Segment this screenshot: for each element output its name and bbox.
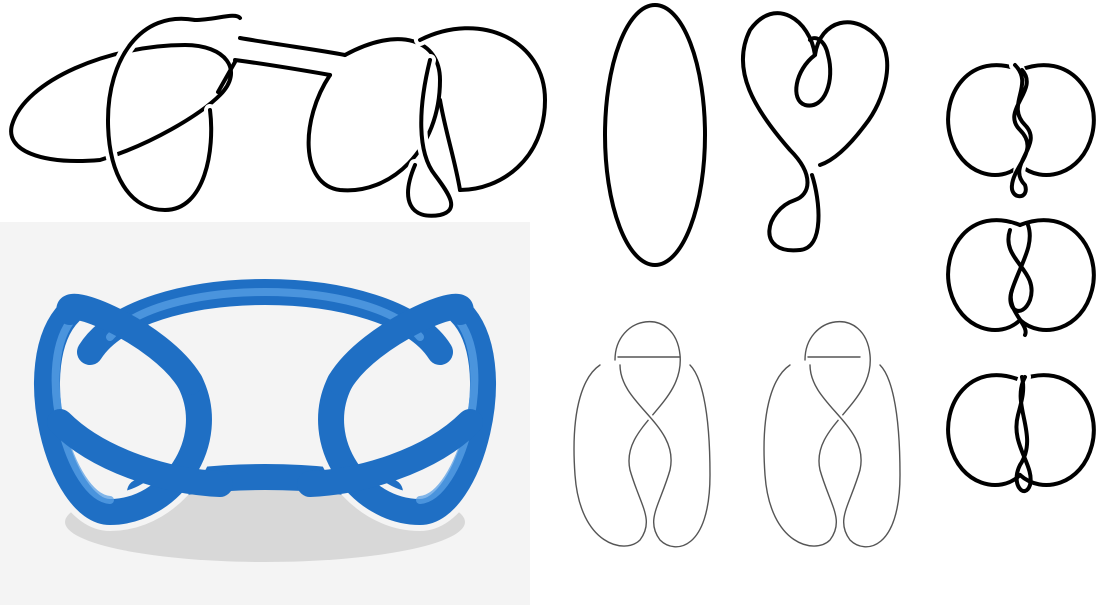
- granny-knot-svg: [9, 12, 552, 222]
- band-lower-edge: [233, 58, 332, 77]
- granny-knot-diagram: [0, 0, 560, 222]
- stack-knot-top: [946, 59, 1096, 199]
- twisted-svg: [573, 320, 901, 548]
- stack-knot-bottom: [946, 371, 1096, 494]
- left-ellipse-loop: [9, 43, 233, 163]
- knot-stack: [930, 55, 1112, 505]
- tube-right-cross: [297, 409, 483, 497]
- unknots-svg: [603, 3, 890, 267]
- tube-left-loop-top: [56, 293, 203, 395]
- band-left-join: [216, 60, 237, 94]
- heart-inner-loop: [794, 36, 833, 108]
- knot-3d-tube: [0, 222, 530, 605]
- right-outer-circle: [418, 26, 547, 192]
- unknot-diagrams: [580, 0, 900, 275]
- twisted-loop-diagrams: [560, 295, 930, 560]
- heart-loop-tail: [798, 173, 821, 252]
- band-upper-edge: [238, 36, 347, 57]
- right-twist-over: [438, 98, 462, 192]
- knot-stack-svg: [946, 59, 1096, 494]
- unknot-ellipse: [603, 3, 707, 267]
- left-vertical-loop: [106, 16, 214, 212]
- stack-knot-middle: [946, 218, 1096, 337]
- tube-left-cross: [47, 409, 233, 497]
- heart-loop-outer: [740, 11, 890, 253]
- knot-tube-svg: [0, 222, 530, 605]
- tube-right-loop: [318, 299, 496, 526]
- left-top-arc: [193, 13, 242, 22]
- right-twist-strand: [406, 58, 454, 218]
- tube-right-loop-top: [327, 293, 474, 395]
- twisted-loop-left: [573, 320, 711, 548]
- twisted-loop-right: [763, 320, 901, 548]
- tube-left-loop: [34, 299, 212, 526]
